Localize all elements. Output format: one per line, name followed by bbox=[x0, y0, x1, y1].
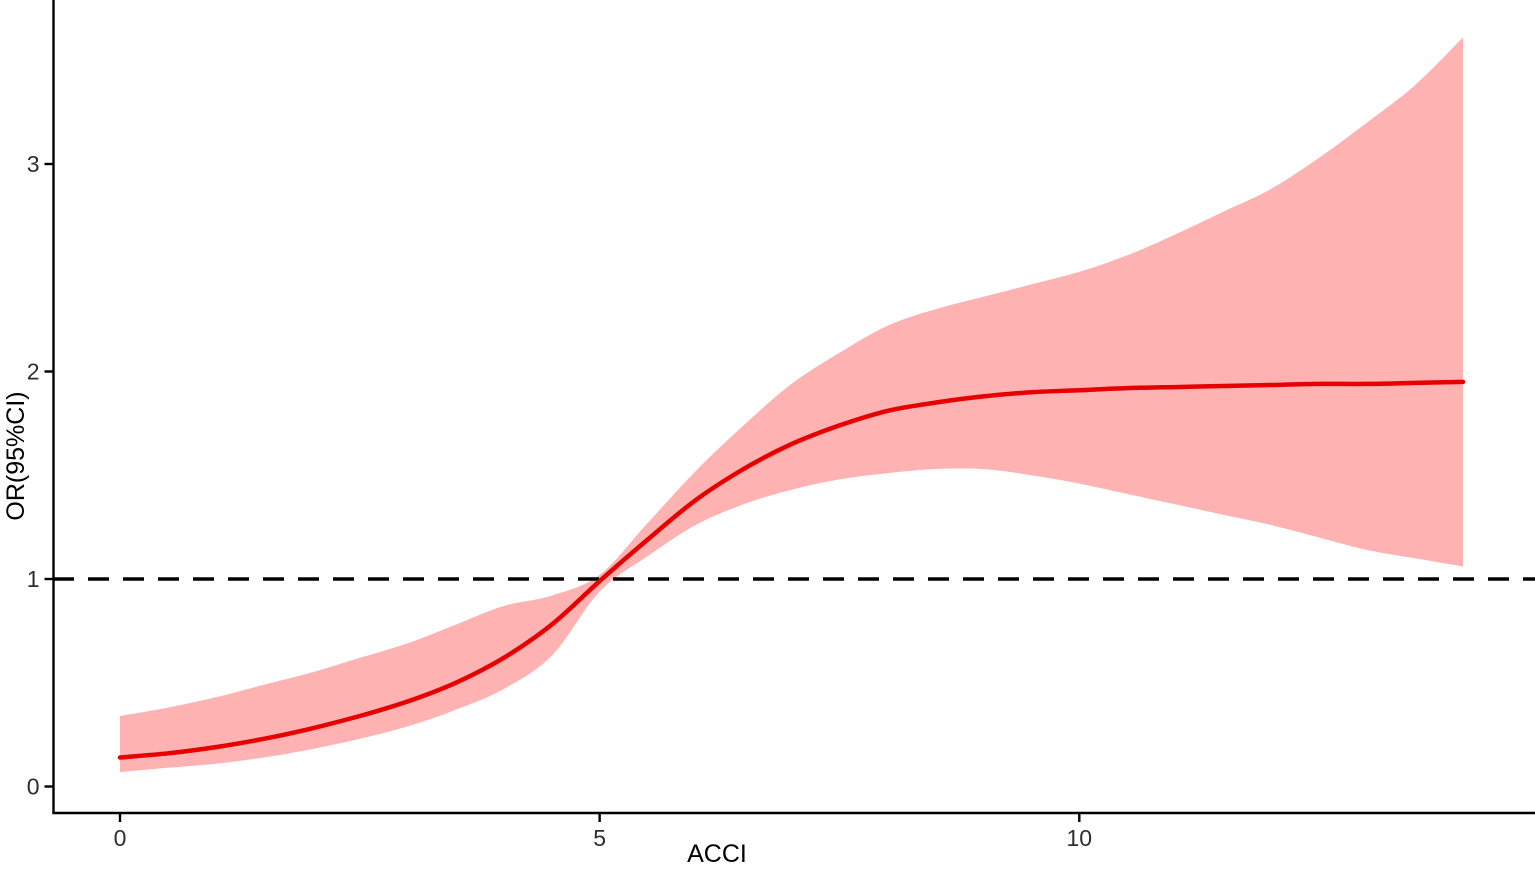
y-tick-label: 3 bbox=[27, 151, 40, 177]
or-curve bbox=[117, 379, 1466, 760]
x-tick-label: 0 bbox=[114, 825, 127, 851]
x-tick-label: 5 bbox=[593, 825, 606, 851]
axis-ticks: 0 5 10 0 1 2 3 bbox=[27, 151, 1092, 851]
confidence-band bbox=[120, 37, 1463, 772]
y-tick-label: 0 bbox=[27, 774, 40, 800]
y-axis-title: OR(95%CI) bbox=[2, 391, 30, 520]
x-tick-label: 10 bbox=[1067, 825, 1093, 851]
y-tick-label: 2 bbox=[27, 359, 40, 385]
x-axis-title: ACCI bbox=[687, 840, 747, 868]
y-tick-label: 1 bbox=[27, 566, 40, 592]
